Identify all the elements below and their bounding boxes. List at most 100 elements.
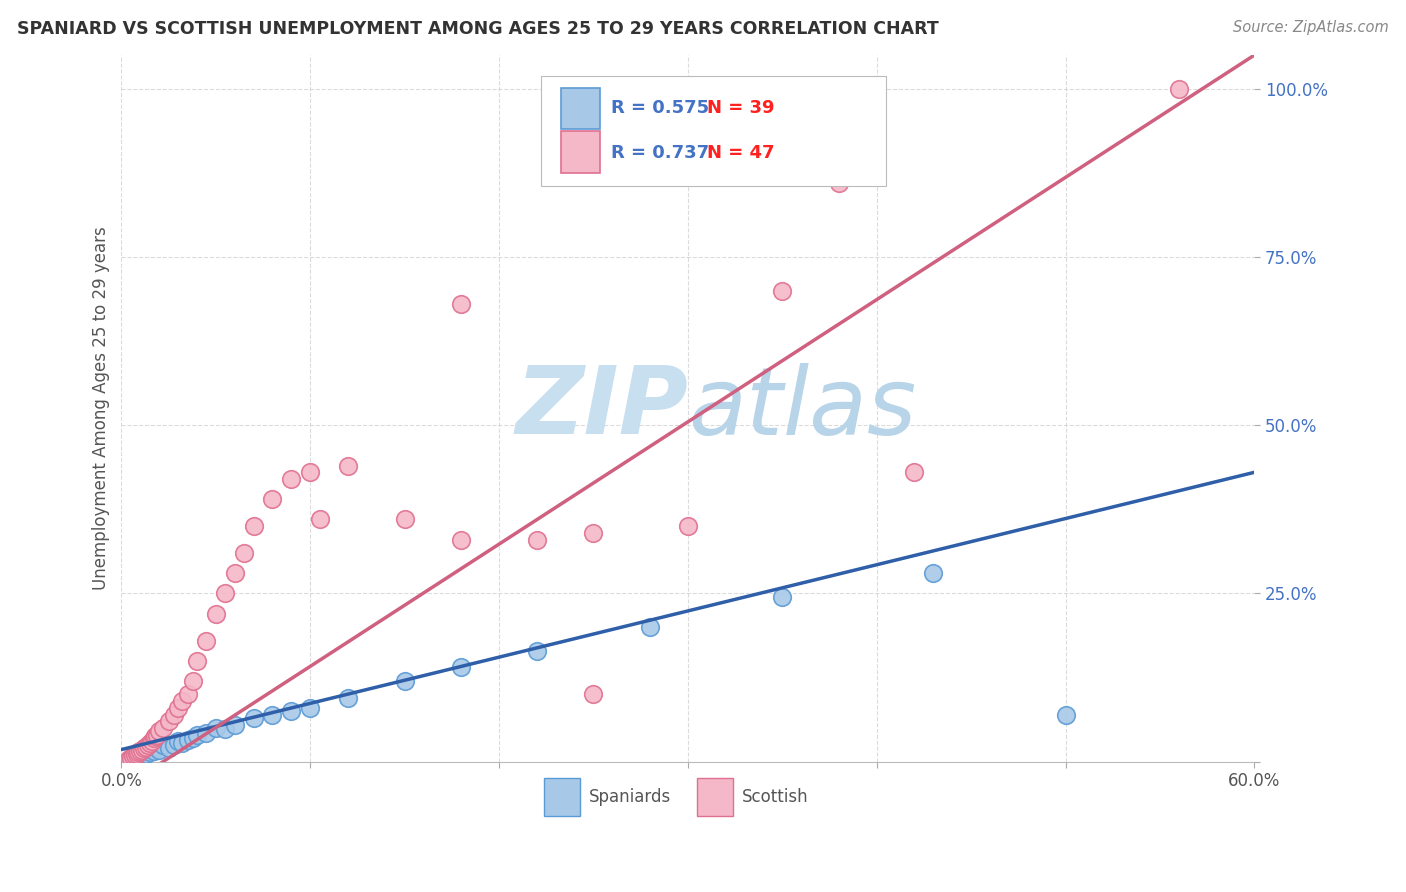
Point	[139, 736, 162, 750]
Point	[450, 533, 472, 547]
Point	[337, 690, 360, 705]
Point	[262, 492, 284, 507]
Text: ZIP: ZIP	[515, 362, 688, 454]
Point	[676, 519, 699, 533]
Point	[136, 742, 159, 756]
Point	[582, 525, 605, 540]
Text: N = 39: N = 39	[707, 99, 775, 117]
Point	[195, 633, 218, 648]
Point	[157, 741, 180, 756]
Point	[224, 717, 246, 731]
Point	[242, 519, 264, 533]
Point	[120, 750, 142, 764]
Point	[121, 749, 143, 764]
FancyBboxPatch shape	[561, 131, 599, 173]
Point	[181, 673, 204, 688]
Point	[394, 512, 416, 526]
Point	[142, 744, 165, 758]
Point	[186, 728, 208, 742]
Point	[280, 472, 302, 486]
Text: Spaniards: Spaniards	[589, 788, 672, 806]
Point	[308, 512, 330, 526]
Point	[148, 724, 170, 739]
Text: atlas: atlas	[688, 363, 917, 454]
Point	[582, 687, 605, 701]
Point	[205, 607, 228, 621]
Point	[141, 741, 163, 756]
Point	[127, 745, 149, 759]
Point	[167, 734, 190, 748]
Point	[299, 466, 322, 480]
FancyBboxPatch shape	[561, 87, 599, 129]
Point	[903, 466, 925, 480]
Point	[152, 738, 174, 752]
Point	[770, 284, 793, 298]
Point	[224, 566, 246, 581]
Point	[394, 673, 416, 688]
Point	[125, 747, 148, 762]
Text: SPANIARD VS SCOTTISH UNEMPLOYMENT AMONG AGES 25 TO 29 YEARS CORRELATION CHART: SPANIARD VS SCOTTISH UNEMPLOYMENT AMONG …	[17, 20, 939, 37]
Point	[145, 729, 167, 743]
Point	[262, 707, 284, 722]
Point	[280, 704, 302, 718]
Point	[125, 747, 148, 761]
Point	[299, 701, 322, 715]
Point	[181, 731, 204, 745]
Point	[214, 723, 236, 737]
Point	[922, 566, 945, 581]
Point	[167, 701, 190, 715]
Point	[242, 711, 264, 725]
Point	[157, 714, 180, 729]
FancyBboxPatch shape	[544, 778, 581, 816]
Point	[135, 739, 157, 754]
Point	[170, 736, 193, 750]
Point	[139, 745, 162, 759]
Point	[337, 458, 360, 473]
Point	[638, 620, 661, 634]
Text: N = 47: N = 47	[707, 144, 775, 161]
Point	[526, 643, 548, 657]
Point	[186, 654, 208, 668]
Point	[124, 747, 146, 762]
Point	[145, 739, 167, 754]
Point	[152, 721, 174, 735]
Point	[195, 726, 218, 740]
Point	[135, 747, 157, 761]
Point	[127, 748, 149, 763]
Point	[176, 687, 198, 701]
Point	[131, 747, 153, 762]
Point	[176, 733, 198, 747]
Point	[450, 660, 472, 674]
Point	[146, 728, 169, 742]
Point	[129, 744, 152, 758]
Point	[120, 751, 142, 765]
Text: Source: ZipAtlas.com: Source: ZipAtlas.com	[1233, 20, 1389, 35]
Point	[828, 176, 851, 190]
Point	[526, 533, 548, 547]
Point	[163, 707, 186, 722]
Y-axis label: Unemployment Among Ages 25 to 29 years: Unemployment Among Ages 25 to 29 years	[93, 227, 110, 591]
Point	[170, 694, 193, 708]
Point	[1167, 82, 1189, 96]
Point	[131, 742, 153, 756]
Point	[163, 738, 186, 752]
Point	[770, 590, 793, 604]
Point	[214, 586, 236, 600]
Text: R = 0.737: R = 0.737	[610, 144, 721, 161]
Point	[205, 721, 228, 735]
FancyBboxPatch shape	[697, 778, 733, 816]
Point	[142, 731, 165, 745]
Point	[233, 546, 256, 560]
Point	[118, 752, 141, 766]
Point	[132, 741, 155, 756]
Point	[136, 738, 159, 752]
Text: R = 0.575: R = 0.575	[610, 99, 721, 117]
Point	[148, 742, 170, 756]
Point	[129, 747, 152, 761]
Point	[1054, 707, 1077, 722]
Point	[121, 749, 143, 764]
Point	[132, 745, 155, 759]
Point	[141, 734, 163, 748]
Point	[124, 750, 146, 764]
Point	[450, 297, 472, 311]
